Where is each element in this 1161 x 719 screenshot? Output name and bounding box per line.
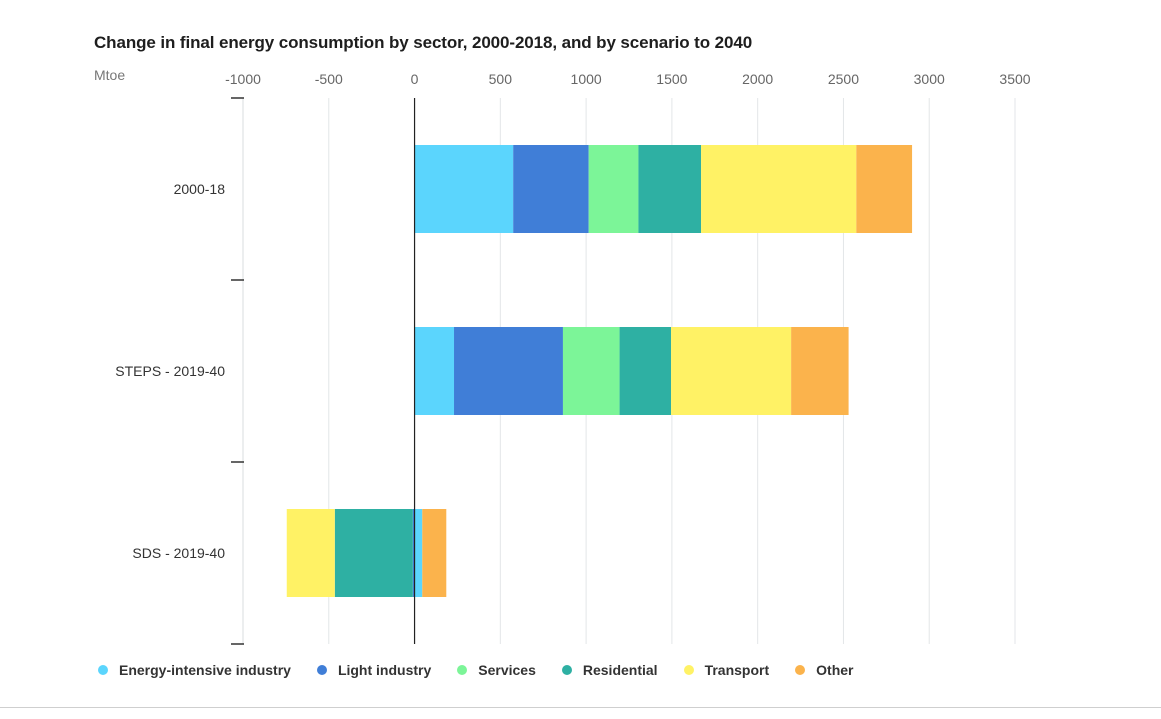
x-tick-label: 2000 [742,71,773,87]
x-tick-label: 1500 [656,71,687,87]
legend-swatch [683,665,694,675]
bar-segment [414,145,514,233]
legend-item[interactable]: Transport [683,662,770,678]
axis-layer [231,97,416,645]
legend: Energy-intensive industry Light industry S… [98,662,880,678]
bar-segment [619,327,672,415]
legend-item[interactable]: Residential [561,662,658,678]
bar-segment [412,509,415,597]
legend-swatch [561,665,572,675]
bar-segment [856,145,913,233]
category-label: STEPS - 2019-40 [115,363,225,379]
bar-segment [588,145,639,233]
bar-segment [513,145,589,233]
bar-segment [454,327,563,415]
x-tick-label: 0 [411,71,419,87]
legend-item[interactable]: Energy-intensive industry [98,662,291,678]
legend-label: Transport [704,662,770,678]
bar-layer [286,145,913,597]
bar-segment [638,145,702,233]
category-label: SDS - 2019-40 [132,545,225,561]
legend-item[interactable]: Other [795,662,854,678]
bar-segment [791,327,849,415]
bar-segment [414,327,455,415]
legend-label: Other [816,662,854,678]
bar-segment [562,327,620,415]
legend-swatch [98,665,108,675]
x-tick-label: 3500 [999,71,1030,87]
legend-swatch [316,665,327,675]
legend-swatch [457,665,468,675]
x-tick-label: 3000 [914,71,945,87]
label-layer: -1000 -500 0 500 1000 1500 2000 2500 3000 3500 Mto… [94,67,1031,561]
legend-swatch [795,665,806,675]
x-tick-label: 1000 [571,71,602,87]
unit-label: Mtoe [94,67,125,83]
x-tick-label: -500 [315,71,343,87]
legend-item[interactable]: Light industry [316,662,432,678]
legend-label: Residential [582,662,658,678]
bottom-divider [0,707,1161,708]
legend-label: Services [478,662,536,678]
bar-segment [334,509,413,597]
legend-label: Energy-intensive industry [119,662,291,678]
chart-title: Change in final energy consumption by se… [94,33,753,52]
legend-label: Light industry [337,662,432,678]
x-tick-label: 2500 [828,71,859,87]
x-tick-label: -1000 [225,71,261,87]
bar-segment [422,509,447,597]
x-tick-label: 500 [489,71,513,87]
category-label: 2000-18 [174,181,226,197]
bar-segment [286,509,335,597]
bar-segment [701,145,857,233]
bar-segment [414,509,423,597]
bar-segment [671,327,792,415]
legend-item[interactable]: Services [457,662,536,678]
